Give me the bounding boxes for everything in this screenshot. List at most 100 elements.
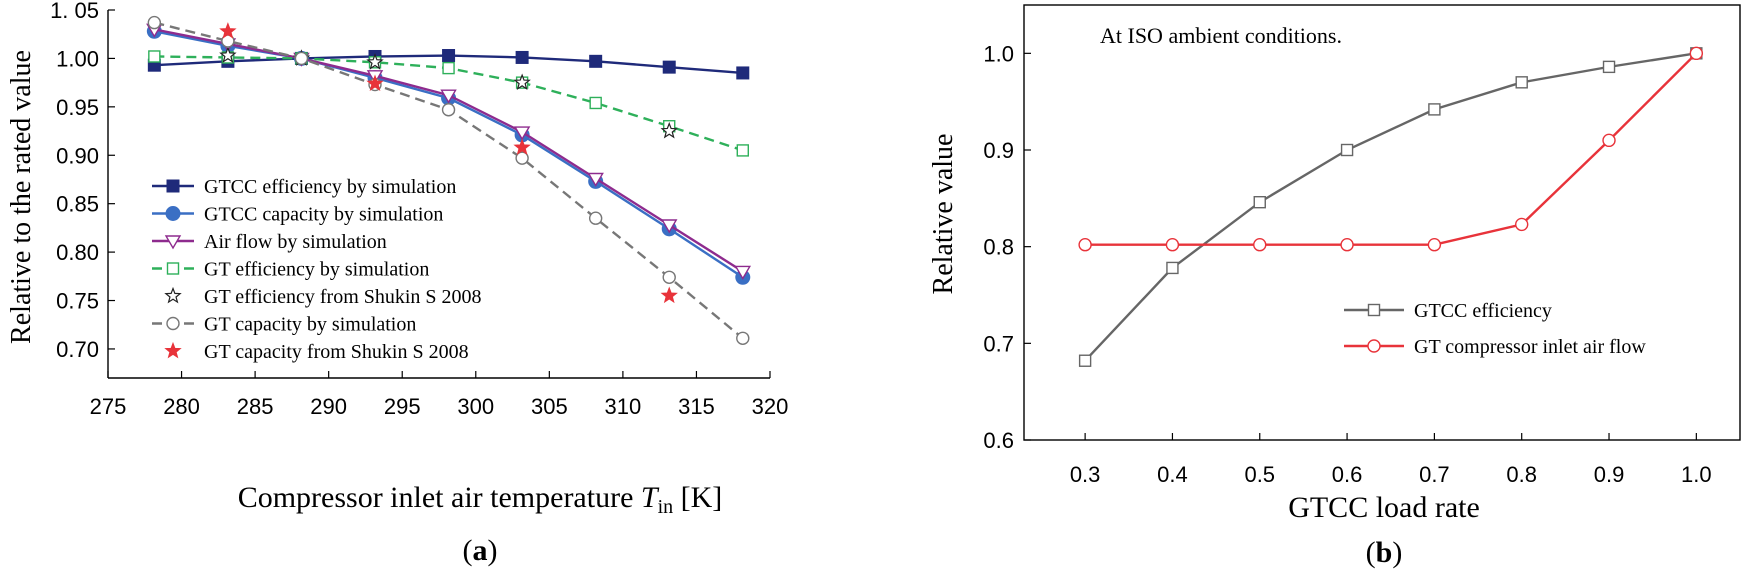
panel-a-legend-entry: GT capacity from Shukin S 2008 — [164, 341, 469, 363]
panel-a-legend-marker — [166, 179, 180, 193]
panel-a-ytick-label: 1. 05 — [50, 0, 99, 23]
panel-b-point-gt-compressor-inlet-air-flow — [1602, 133, 1616, 148]
panel-b-legend-entry: GT compressor inlet air flow — [1344, 336, 1646, 358]
panel-a-point-gt-efficiency-from-shukin-s-2008 — [366, 53, 384, 70]
panel-a-point-gt-capacity-from-shukin-s-2008 — [660, 286, 678, 304]
panel-b-xlabel: GTCC load rate — [1288, 491, 1480, 524]
panel-a-ytick-label: 1.00 — [56, 46, 99, 71]
panel-b-legend-marker — [1367, 339, 1381, 353]
panel-a-legend-entry: GTCC capacity by simulation — [152, 204, 443, 226]
panel-a-xtick-label: 315 — [678, 394, 715, 419]
panel-b-xtick-label: 0.9 — [1594, 462, 1625, 487]
panel-a-point-gtcc-efficiency-by-simulation — [736, 66, 750, 80]
panel-b-plot-frame — [1023, 4, 1741, 441]
panel-a-point-gt-efficiency-from-shukin-s-2008 — [513, 73, 531, 91]
panel-a-legend-label: GTCC capacity by simulation — [204, 204, 443, 226]
panel-b-legend-label: GT compressor inlet air flow — [1414, 336, 1646, 358]
panel-b-point-gtcc-efficiency — [1078, 354, 1092, 367]
panel-a-ytick-label: 0.75 — [56, 289, 99, 314]
panel-a-ytick-label: 0.85 — [56, 192, 99, 217]
panel-b-ytick-label: 0.7 — [983, 331, 1014, 356]
panel-b-point-gtcc-efficiency — [1340, 143, 1354, 157]
panel-a-ytick-label: 0.70 — [56, 337, 99, 362]
panel-b-label: (b) — [1366, 536, 1403, 569]
panel-b-series-gt-compressor-inlet-air-flow — [1078, 46, 1704, 252]
panel-a-point-air-flow-by-simulation — [661, 219, 678, 234]
panel-a-legend-marker — [164, 235, 182, 250]
panel-b-point-gt-compressor-inlet-air-flow — [1253, 238, 1267, 252]
panel-a-xtick-label: 320 — [752, 394, 789, 419]
panel-a-legend: GTCC efficiency by simulation GTCC capaci… — [152, 176, 482, 363]
panel-a-xtick-label: 295 — [384, 394, 421, 419]
panel-b-point-gt-compressor-inlet-air-flow — [1689, 46, 1704, 61]
panel-b-legend-entry: GTCC efficiency — [1344, 300, 1552, 322]
panel-b-point-gt-compressor-inlet-air-flow — [1515, 217, 1529, 232]
panel-a-point-gt-efficiency-by-simulation — [148, 50, 161, 63]
panel-a-point-gtcc-efficiency-by-simulation — [515, 50, 529, 64]
panel-a-legend-entry: GTCC efficiency by simulation — [152, 176, 456, 198]
panel-a-legend-label: GTCC efficiency by simulation — [204, 176, 456, 198]
panel-a-ytick-label: 0.90 — [56, 143, 99, 168]
panel-b-xtick-label: 0.7 — [1419, 462, 1450, 487]
panel-a-point-gt-capacity-by-simulation — [294, 51, 309, 66]
panel-b-point-gtcc-efficiency — [1515, 76, 1528, 89]
panel-a-series — [146, 15, 752, 345]
panel-b-ytick-label: 0.8 — [983, 235, 1014, 260]
panel-b-point-gtcc-efficiency — [1166, 261, 1179, 275]
panel-b-point-gtcc-efficiency — [1602, 60, 1616, 74]
panel-b-ytick-label: 0.6 — [983, 428, 1014, 453]
panel-b-xtick-label: 0.4 — [1157, 462, 1188, 487]
panel-a-legend-label: GT capacity from Shukin S 2008 — [204, 341, 469, 363]
panel-a-point-gt-capacity-from-shukin-s-2008 — [513, 138, 531, 155]
panel-b-point-gtcc-efficiency — [1428, 103, 1441, 116]
panel-a-legend-marker — [165, 206, 181, 221]
panel-a-point-gt-capacity-by-simulation — [736, 331, 750, 345]
panel-b-legend: GTCC efficiency GT compressor inlet air f… — [1344, 300, 1646, 358]
panel-b-ylabel: Relative value — [928, 134, 959, 295]
panel-a-legend-entry: Air flow by simulation — [152, 231, 387, 253]
panel-a-point-air-flow-by-simulation — [440, 89, 457, 104]
panel-a-point-gt-capacity-by-simulation — [147, 15, 162, 30]
panel-b-xtick-label: 1.0 — [1681, 462, 1712, 487]
panel-b-ytick-label: 0.9 — [983, 138, 1014, 163]
panel-b-chart: 0.60.70.80.91.00.3 0.4 0.5 0.6 0.7 0.8 0.9 1.0 … — [928, 4, 1741, 569]
panel-a-point-gt-capacity-by-simulation — [515, 151, 529, 165]
panel-a-legend-label: Air flow by simulation — [204, 231, 387, 253]
panel-a-series-gt-capacity-by-simulation — [147, 15, 750, 345]
panel-a-point-gt-capacity-from-shukin-s-2008 — [366, 74, 384, 91]
panel-a-point-gt-capacity-from-shukin-s-2008 — [219, 22, 237, 39]
panel-b-point-gt-compressor-inlet-air-flow — [1427, 238, 1442, 252]
panel-a-point-gtcc-efficiency-by-simulation — [662, 60, 676, 74]
panel-a-legend-label: GT efficiency from Shukin S 2008 — [204, 286, 482, 308]
panel-a-point-gt-efficiency-from-shukin-s-2008 — [219, 46, 237, 63]
panel-a-series-gt-capacity-from-shukin-s-2008 — [219, 22, 678, 304]
panel-a-point-air-flow-by-simulation — [513, 126, 531, 141]
panel-a-point-gt-capacity-by-simulation — [441, 103, 456, 117]
panel-b-xtick-label: 0.6 — [1332, 462, 1363, 487]
panel-a-xtick-label: 310 — [605, 394, 642, 419]
panel-a-xtick-label: 285 — [237, 394, 274, 419]
panel-a-point-gt-efficiency-from-shukin-s-2008 — [660, 121, 678, 139]
panel-a-point-gt-capacity-by-simulation — [662, 270, 676, 284]
panel-a-point-air-flow-by-simulation — [734, 265, 752, 280]
panel-b-line-gt-compressor-inlet-air-flow — [1085, 52, 1698, 246]
panel-a-legend-label: GT capacity by simulation — [204, 314, 416, 336]
panel-a-xtick-label: 290 — [310, 394, 347, 419]
panel-a-xtick-label: 275 — [90, 394, 127, 419]
panel-a-legend-marker — [166, 316, 180, 331]
panel-a-legend-marker — [164, 286, 182, 304]
panel-a-legend-entry: GT efficiency from Shukin S 2008 — [164, 286, 482, 308]
panel-a-xtick-label: 280 — [163, 394, 200, 419]
panel-b-point-gt-compressor-inlet-air-flow — [1078, 238, 1092, 252]
panel-b-point-gtcc-efficiency — [1253, 195, 1266, 209]
panel-b-series-gtcc-efficiency — [1078, 47, 1703, 367]
panel-a-ytick-label: 0.80 — [56, 240, 99, 265]
panel-a-point-gt-capacity-by-simulation — [588, 211, 603, 225]
panel-b-point-gt-compressor-inlet-air-flow — [1340, 238, 1354, 252]
panel-a-chart: 0.70 0.75 0.80 0.85 0.90 0.95 1.00 1. 05 275 280 2… — [6, 0, 788, 567]
panel-a-point-gt-efficiency-by-simulation — [736, 144, 749, 157]
panel-a-point-gt-efficiency-by-simulation — [442, 61, 455, 75]
panel-b-ytick-label: 1.0 — [983, 41, 1014, 66]
panel-b-title: At ISO ambient conditions. — [1100, 23, 1342, 48]
